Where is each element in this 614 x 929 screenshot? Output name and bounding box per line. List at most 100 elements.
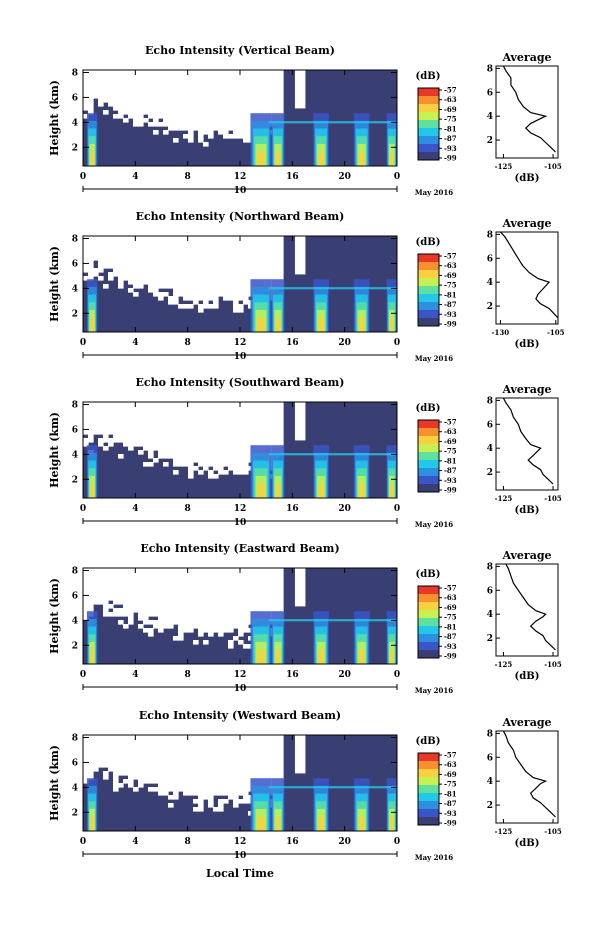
no-echo-cell (113, 82, 119, 87)
no-echo-cell (128, 280, 134, 285)
no-echo-cell (173, 735, 179, 740)
no-echo-cell (118, 114, 124, 119)
no-echo-cell (128, 779, 134, 784)
no-echo-cell (178, 284, 184, 289)
profile-x-tick-label: -105 (547, 328, 565, 337)
no-echo-cell (203, 600, 209, 605)
no-echo-cell (183, 458, 189, 463)
no-echo-cell (173, 747, 179, 752)
no-echo-cell (253, 406, 259, 411)
no-echo-cell (253, 759, 259, 764)
no-echo-cell (198, 779, 204, 784)
no-echo-cell (233, 248, 239, 253)
no-echo-cell (223, 446, 229, 451)
no-echo-cell (198, 608, 204, 613)
no-echo-cell (248, 240, 254, 245)
no-echo-cell (103, 78, 109, 83)
no-echo-cell (238, 98, 244, 103)
no-echo-cell (93, 426, 99, 431)
no-echo-cell (213, 434, 219, 439)
no-echo-cell (218, 292, 224, 297)
no-echo-cell (238, 272, 244, 277)
no-echo-cell (228, 596, 234, 601)
no-echo-cell (138, 236, 144, 241)
no-echo-cell (158, 110, 164, 115)
no-echo-cell (223, 264, 229, 269)
no-echo-cell (243, 110, 249, 115)
no-echo-cell (228, 78, 234, 83)
no-echo-cell (233, 86, 239, 91)
no-echo-cell (268, 272, 274, 277)
no-echo-cell (208, 620, 214, 625)
no-echo-cell (203, 240, 209, 245)
no-echo-cell (228, 616, 234, 621)
no-echo-cell (208, 803, 214, 808)
no-echo-cell (178, 264, 184, 269)
no-echo-cell (223, 755, 229, 760)
no-echo-cell (258, 759, 264, 764)
no-echo-cell (223, 616, 229, 621)
no-echo-cell (238, 767, 244, 772)
no-echo-cell (258, 438, 264, 443)
no-echo-cell (218, 620, 224, 625)
no-echo-cell (218, 783, 224, 788)
no-echo-cell (173, 260, 179, 265)
no-echo-cell (123, 268, 129, 273)
no-echo-cell (263, 78, 269, 83)
no-echo-cell (163, 739, 169, 744)
no-echo-cell (213, 264, 219, 269)
no-echo-cell (93, 252, 99, 257)
no-echo-cell (268, 260, 274, 265)
no-echo-cell (213, 284, 219, 289)
no-echo-cell (258, 276, 264, 281)
no-echo-cell (223, 256, 229, 261)
no-echo-cell (208, 787, 214, 792)
no-echo-cell (198, 600, 204, 605)
no-echo-cell (238, 568, 244, 573)
x-tick-label: 0 (80, 338, 86, 348)
no-echo-cell (238, 70, 244, 75)
no-echo-cell (268, 759, 274, 764)
no-echo-cell (193, 272, 199, 277)
no-echo-cell (258, 70, 264, 75)
no-echo-cell (153, 763, 159, 768)
no-echo-cell (128, 252, 134, 257)
no-echo-cell (233, 584, 239, 589)
no-echo-cell (218, 588, 224, 593)
no-echo-cell (273, 759, 279, 764)
no-echo-cell (123, 434, 129, 439)
profile-y-tick-label: 2 (487, 302, 493, 312)
no-echo-cell (183, 288, 189, 293)
no-echo-cell (133, 596, 139, 601)
no-echo-cell (158, 418, 164, 423)
no-echo-cell (103, 568, 109, 573)
no-echo-cell (113, 572, 119, 577)
no-echo-cell (223, 434, 229, 439)
no-echo-cell (148, 272, 154, 277)
no-echo-cell (223, 612, 229, 617)
no-echo-cell (118, 426, 124, 431)
profile-line (502, 397, 554, 485)
no-echo-cell (243, 248, 249, 253)
no-echo-cell (278, 422, 284, 427)
no-echo-cell (278, 438, 284, 443)
no-echo-cell (203, 450, 209, 455)
no-echo-cell (178, 406, 184, 411)
colorbar-swatch (418, 104, 439, 113)
no-echo-cell (218, 106, 224, 111)
no-echo-cell (148, 260, 154, 265)
no-echo-cell (168, 580, 174, 585)
no-echo-cell (203, 426, 209, 431)
no-echo-cell (153, 759, 159, 764)
no-echo-cell (233, 134, 239, 139)
no-echo-cell (208, 422, 214, 427)
no-echo-cell (188, 236, 194, 241)
no-echo-cell (83, 584, 89, 589)
no-echo-cell (183, 126, 189, 131)
no-echo-cell (223, 130, 229, 135)
no-echo-cell (193, 608, 199, 613)
no-echo-cell (158, 114, 164, 119)
no-echo-cell (158, 86, 164, 91)
no-echo-cell (248, 98, 254, 103)
no-echo-cell (218, 86, 224, 91)
